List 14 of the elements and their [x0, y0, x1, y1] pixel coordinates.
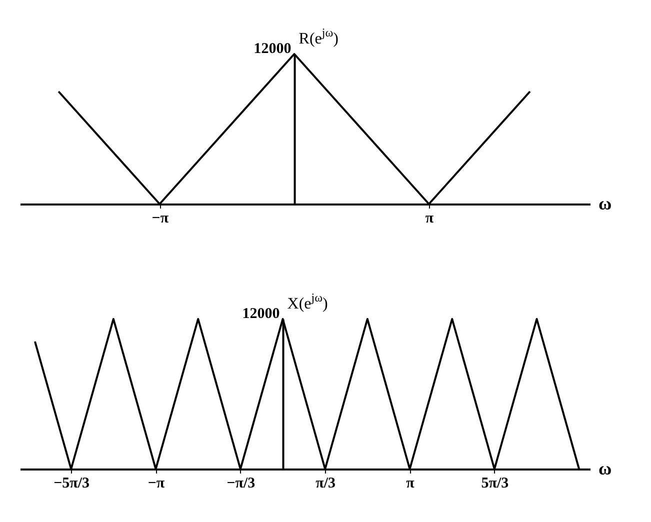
x-tick-label: −5π/3 — [54, 476, 90, 492]
x-tick-label: π/3 — [316, 476, 336, 492]
annotation: 12000 — [254, 41, 292, 57]
annotation: 12000 — [242, 306, 280, 322]
x-axis-title: ω — [598, 194, 612, 214]
x-tick-label: −π — [148, 476, 166, 492]
y-axis-title: R(e$^{jω}$) — [298, 26, 338, 48]
x-axis-title: ω — [598, 458, 612, 478]
x-tick-label: 5π/3 — [481, 476, 509, 492]
y-axis-title: X(e$^{jω}$) — [287, 290, 328, 312]
x-tick-label: −π — [152, 210, 170, 226]
x-tick-label: π — [425, 210, 434, 226]
x-tick-label: −π/3 — [226, 476, 256, 492]
x-tick-label: π — [406, 476, 416, 492]
